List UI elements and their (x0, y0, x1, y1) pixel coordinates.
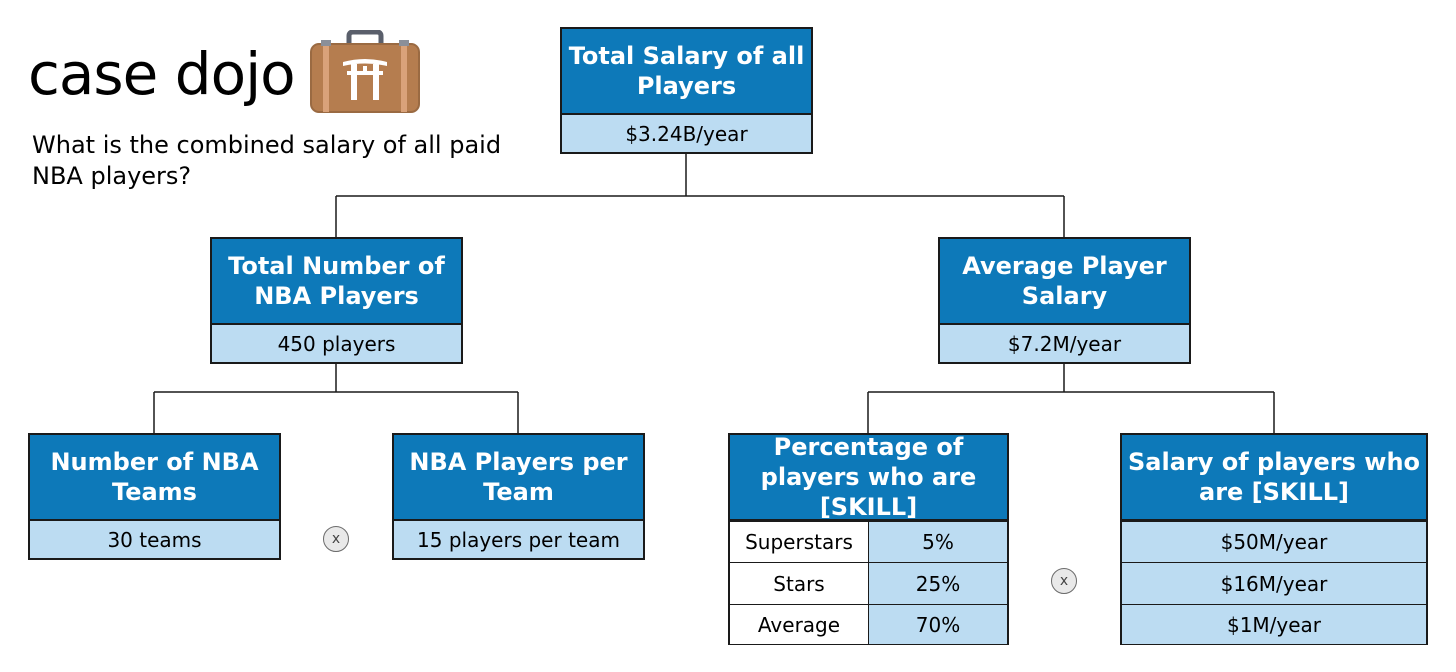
node-title: Salary of players who are [SKILL] (1122, 435, 1426, 521)
skill-row: Average 70% (730, 604, 1007, 644)
skill-label: Stars (730, 563, 869, 604)
node-value: 30 teams (30, 521, 279, 558)
node-title: NBA Players per Team (394, 435, 643, 521)
node-value: $7.2M/year (940, 325, 1189, 362)
salary-row: $1M/year (1122, 604, 1426, 644)
node-title: Total Number of NBA Players (212, 239, 461, 325)
skill-salary: $50M/year (1122, 522, 1426, 562)
multiply-operator-players: x (323, 526, 349, 552)
connector-players (153, 362, 519, 434)
connector-salary (867, 362, 1275, 434)
node-value: $3.24B/year (562, 115, 811, 152)
node-value: 450 players (212, 325, 461, 362)
torii-briefcase-icon (310, 30, 420, 113)
node-total-players: Total Number of NBA Players 450 players (210, 237, 463, 364)
salary-row: $16M/year (1122, 562, 1426, 604)
skill-salary: $16M/year (1122, 563, 1426, 604)
skill-label: Average (730, 605, 869, 644)
skill-row: Superstars 5% (730, 521, 1007, 562)
skill-percentage: 5% (869, 522, 1007, 562)
node-percentage-by-skill: Percentage of players who are [SKILL] Su… (728, 433, 1009, 645)
skill-percentage: 25% (869, 563, 1007, 604)
node-title: Percentage of players who are [SKILL] (730, 433, 1007, 521)
node-title: Average Player Salary (940, 239, 1189, 325)
skill-percentage: 70% (869, 605, 1007, 644)
node-number-of-teams: Number of NBA Teams 30 teams (28, 433, 281, 560)
skill-salary: $1M/year (1122, 605, 1426, 644)
connector-root (335, 153, 1065, 238)
node-total-salary: Total Salary of all Players $3.24B/year (560, 27, 813, 154)
node-title: Number of NBA Teams (30, 435, 279, 521)
node-title: Total Salary of all Players (562, 29, 811, 115)
salary-row: $50M/year (1122, 521, 1426, 562)
multiply-operator-salary: x (1051, 568, 1077, 594)
question-text: What is the combined salary of all paid … (32, 131, 502, 190)
node-salary-by-skill: Salary of players who are [SKILL] $50M/y… (1120, 433, 1428, 645)
brand-title: case dojo (28, 40, 296, 108)
skill-row: Stars 25% (730, 562, 1007, 604)
skill-label: Superstars (730, 522, 869, 562)
node-average-salary: Average Player Salary $7.2M/year (938, 237, 1191, 364)
node-value: 15 players per team (394, 521, 643, 558)
node-players-per-team: NBA Players per Team 15 players per team (392, 433, 645, 560)
